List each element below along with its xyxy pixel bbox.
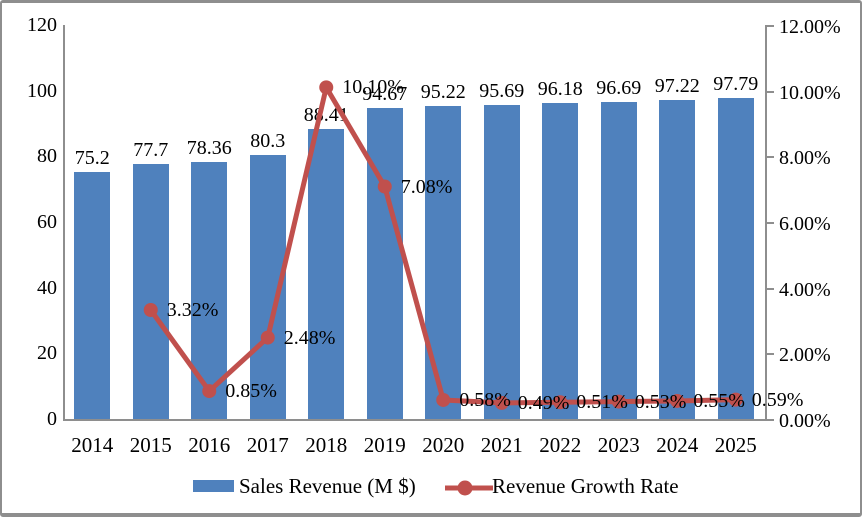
line-label-2019: 7.08%: [400, 175, 453, 198]
right-axis-tick-label: 6.00%: [779, 213, 831, 235]
bar-2019: [366, 108, 403, 419]
bar-label-2018: 88.41: [303, 103, 349, 126]
bar-2015: [132, 163, 169, 419]
bar-2020: [425, 106, 462, 419]
bar-2025: [717, 97, 754, 419]
line-label-2021: 0.49%: [517, 391, 570, 414]
right-axis-tick-label: 2.00%: [779, 344, 831, 367]
right-axis-tick-label: 0.00%: [779, 410, 831, 432]
left-axis-tick-label: 120: [27, 14, 57, 36]
legend-label-growth-rate: Revenue Growth Rate: [492, 474, 679, 498]
left-axis-tick-label: 100: [27, 79, 57, 102]
bar-2022: [542, 103, 579, 419]
right-axis-tickmark: [765, 25, 774, 27]
right-axis-tick-label: 8.00%: [779, 147, 831, 170]
right-axis-tickmark: [765, 90, 774, 93]
line-label-2023: 0.53%: [634, 390, 687, 413]
bar-2023: [600, 101, 637, 419]
bar-label-2014: 75.2: [74, 147, 110, 170]
legend-label-sales-revenue: Sales Revenue (M $): [239, 474, 416, 498]
line-label-2025: 0.59%: [751, 388, 804, 411]
bar-2024: [659, 99, 696, 419]
x-axis-label-2021: 2021: [480, 433, 523, 457]
x-axis-label-2022: 2022: [539, 433, 582, 457]
right-axis-tick-label: 12.00%: [779, 16, 841, 38]
legend-swatch-sales-revenue: [193, 480, 234, 492]
bar-2016: [191, 161, 228, 419]
plot-area: 120 100 80 60 40 20 0 12.00% 10.00% 8.00% 6.00% 4.0…: [2, 3, 857, 513]
x-axis-label-2015: 2015: [129, 433, 172, 457]
right-axis-tickmark: [765, 353, 774, 356]
left-axis-tick-label: 20: [37, 342, 57, 365]
x-axis-label-2017: 2017: [246, 433, 289, 457]
bar-label-2025: 97.79: [713, 72, 759, 95]
left-axis-tick-label: 40: [37, 276, 57, 299]
line-label-2022: 0.51%: [576, 391, 628, 414]
x-axis-label-2020: 2020: [422, 433, 465, 457]
right-axis-tickmark: [765, 222, 774, 224]
right-axis-tickmark: [765, 156, 774, 159]
x-axis-label-2014: 2014: [71, 433, 114, 457]
left-axis-tick-label: 0: [47, 408, 57, 430]
bar-label-2017: 80.3: [250, 130, 286, 153]
line-label-2024: 0.55%: [693, 389, 745, 412]
x-axis-label-2024: 2024: [656, 433, 699, 457]
bar-2021: [483, 104, 520, 419]
x-axis-label-2019: 2019: [363, 433, 406, 457]
x-axis-line: [63, 419, 767, 421]
line-label-2016: 0.85%: [225, 380, 277, 403]
line-label-2015: 3.32%: [166, 298, 219, 321]
right-axis-tick-label: 10.00%: [779, 81, 841, 104]
line-label-2020: 0.58%: [459, 388, 511, 411]
left-axis-tick-label: 80: [37, 145, 57, 168]
line-label-2018: 10.10%: [342, 76, 404, 99]
x-axis-label-2018: 2018: [305, 433, 348, 457]
line-label-2017: 2.48%: [283, 326, 336, 349]
legend-swatch-growth-rate: [445, 480, 493, 496]
bar-2018: [308, 128, 345, 419]
left-axis-tick-label: 60: [37, 211, 57, 233]
bar-2014: [74, 172, 111, 419]
x-axis-label-2016: 2016: [188, 433, 231, 457]
right-axis-tickmark: [765, 287, 774, 290]
left-axis-line: [63, 25, 65, 419]
x-axis-label-2023: 2023: [597, 433, 640, 457]
x-axis-label-2025: 2025: [714, 433, 757, 457]
right-axis-tick-label: 4.00%: [779, 278, 831, 301]
right-axis-tickmark: [765, 419, 774, 421]
